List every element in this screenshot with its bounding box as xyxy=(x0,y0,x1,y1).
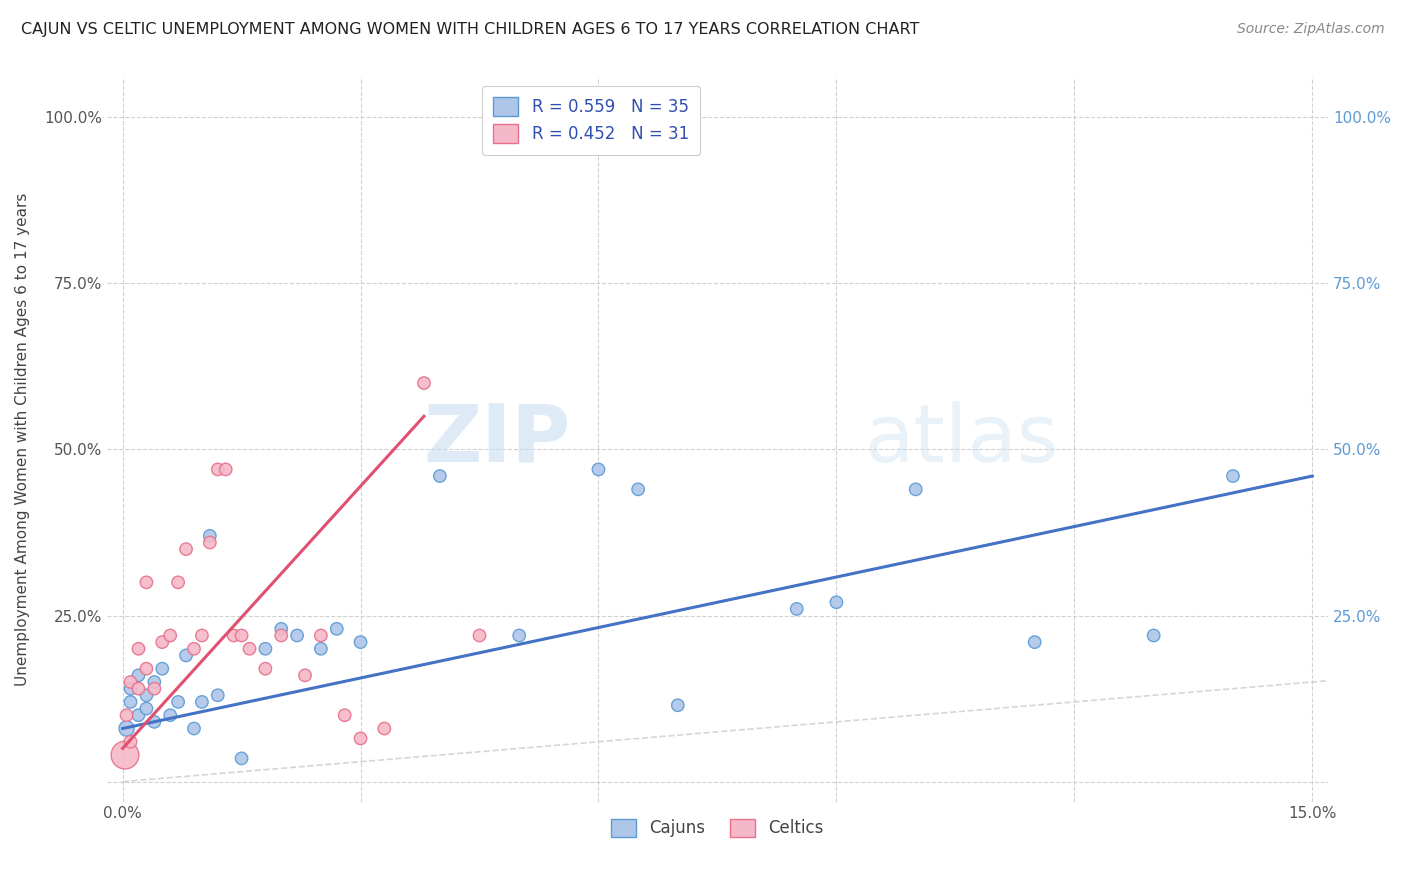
Point xyxy=(120,681,142,696)
Point xyxy=(143,714,166,729)
Point xyxy=(120,735,142,749)
Point xyxy=(115,708,138,723)
Point xyxy=(127,668,149,682)
Point xyxy=(120,695,142,709)
Text: ZIP: ZIP xyxy=(423,401,571,478)
Text: CAJUN VS CELTIC UNEMPLOYMENT AMONG WOMEN WITH CHILDREN AGES 6 TO 17 YEARS CORREL: CAJUN VS CELTIC UNEMPLOYMENT AMONG WOMEN… xyxy=(21,22,920,37)
Point xyxy=(159,708,181,723)
Point xyxy=(135,662,157,676)
Point xyxy=(326,622,349,636)
Point xyxy=(174,542,197,557)
Point xyxy=(1222,469,1244,483)
Point xyxy=(429,469,451,483)
Point xyxy=(159,628,181,642)
Point xyxy=(127,708,149,723)
Point xyxy=(191,695,214,709)
Point xyxy=(254,641,277,656)
Text: atlas: atlas xyxy=(865,401,1059,478)
Point xyxy=(183,722,205,736)
Point xyxy=(167,695,190,709)
Point xyxy=(270,622,292,636)
Point xyxy=(904,483,927,497)
Point xyxy=(207,688,229,702)
Point xyxy=(231,751,253,765)
Point xyxy=(294,668,316,682)
Point xyxy=(198,529,221,543)
Legend: Cajuns, Celtics: Cajuns, Celtics xyxy=(605,812,831,844)
Point xyxy=(135,688,157,702)
Point xyxy=(143,681,166,696)
Point xyxy=(127,641,149,656)
Point xyxy=(127,681,149,696)
Point xyxy=(309,641,332,656)
Point xyxy=(413,376,436,390)
Point xyxy=(373,722,395,736)
Point xyxy=(254,662,277,676)
Point xyxy=(231,628,253,642)
Text: Source: ZipAtlas.com: Source: ZipAtlas.com xyxy=(1237,22,1385,37)
Point xyxy=(198,535,221,549)
Point xyxy=(135,701,157,715)
Point xyxy=(349,731,371,746)
Point xyxy=(120,675,142,690)
Point xyxy=(167,575,190,590)
Point xyxy=(115,722,138,736)
Point xyxy=(1024,635,1046,649)
Point xyxy=(238,641,260,656)
Point xyxy=(285,628,308,642)
Point xyxy=(114,747,136,762)
Point xyxy=(349,635,371,649)
Point xyxy=(825,595,848,609)
Point xyxy=(468,628,491,642)
Point xyxy=(150,662,173,676)
Point xyxy=(508,628,530,642)
Point xyxy=(588,462,610,476)
Point xyxy=(627,483,650,497)
Point xyxy=(547,136,569,151)
Point xyxy=(270,628,292,642)
Point xyxy=(143,675,166,690)
Point xyxy=(309,628,332,642)
Point xyxy=(1143,628,1166,642)
Point xyxy=(135,575,157,590)
Point xyxy=(215,462,238,476)
Point xyxy=(786,602,808,616)
Point xyxy=(222,628,245,642)
Point xyxy=(191,628,214,642)
Point xyxy=(174,648,197,663)
Point xyxy=(183,641,205,656)
Point xyxy=(666,698,689,713)
Point xyxy=(207,462,229,476)
Y-axis label: Unemployment Among Women with Children Ages 6 to 17 years: Unemployment Among Women with Children A… xyxy=(15,193,30,686)
Point xyxy=(333,708,356,723)
Point xyxy=(150,635,173,649)
